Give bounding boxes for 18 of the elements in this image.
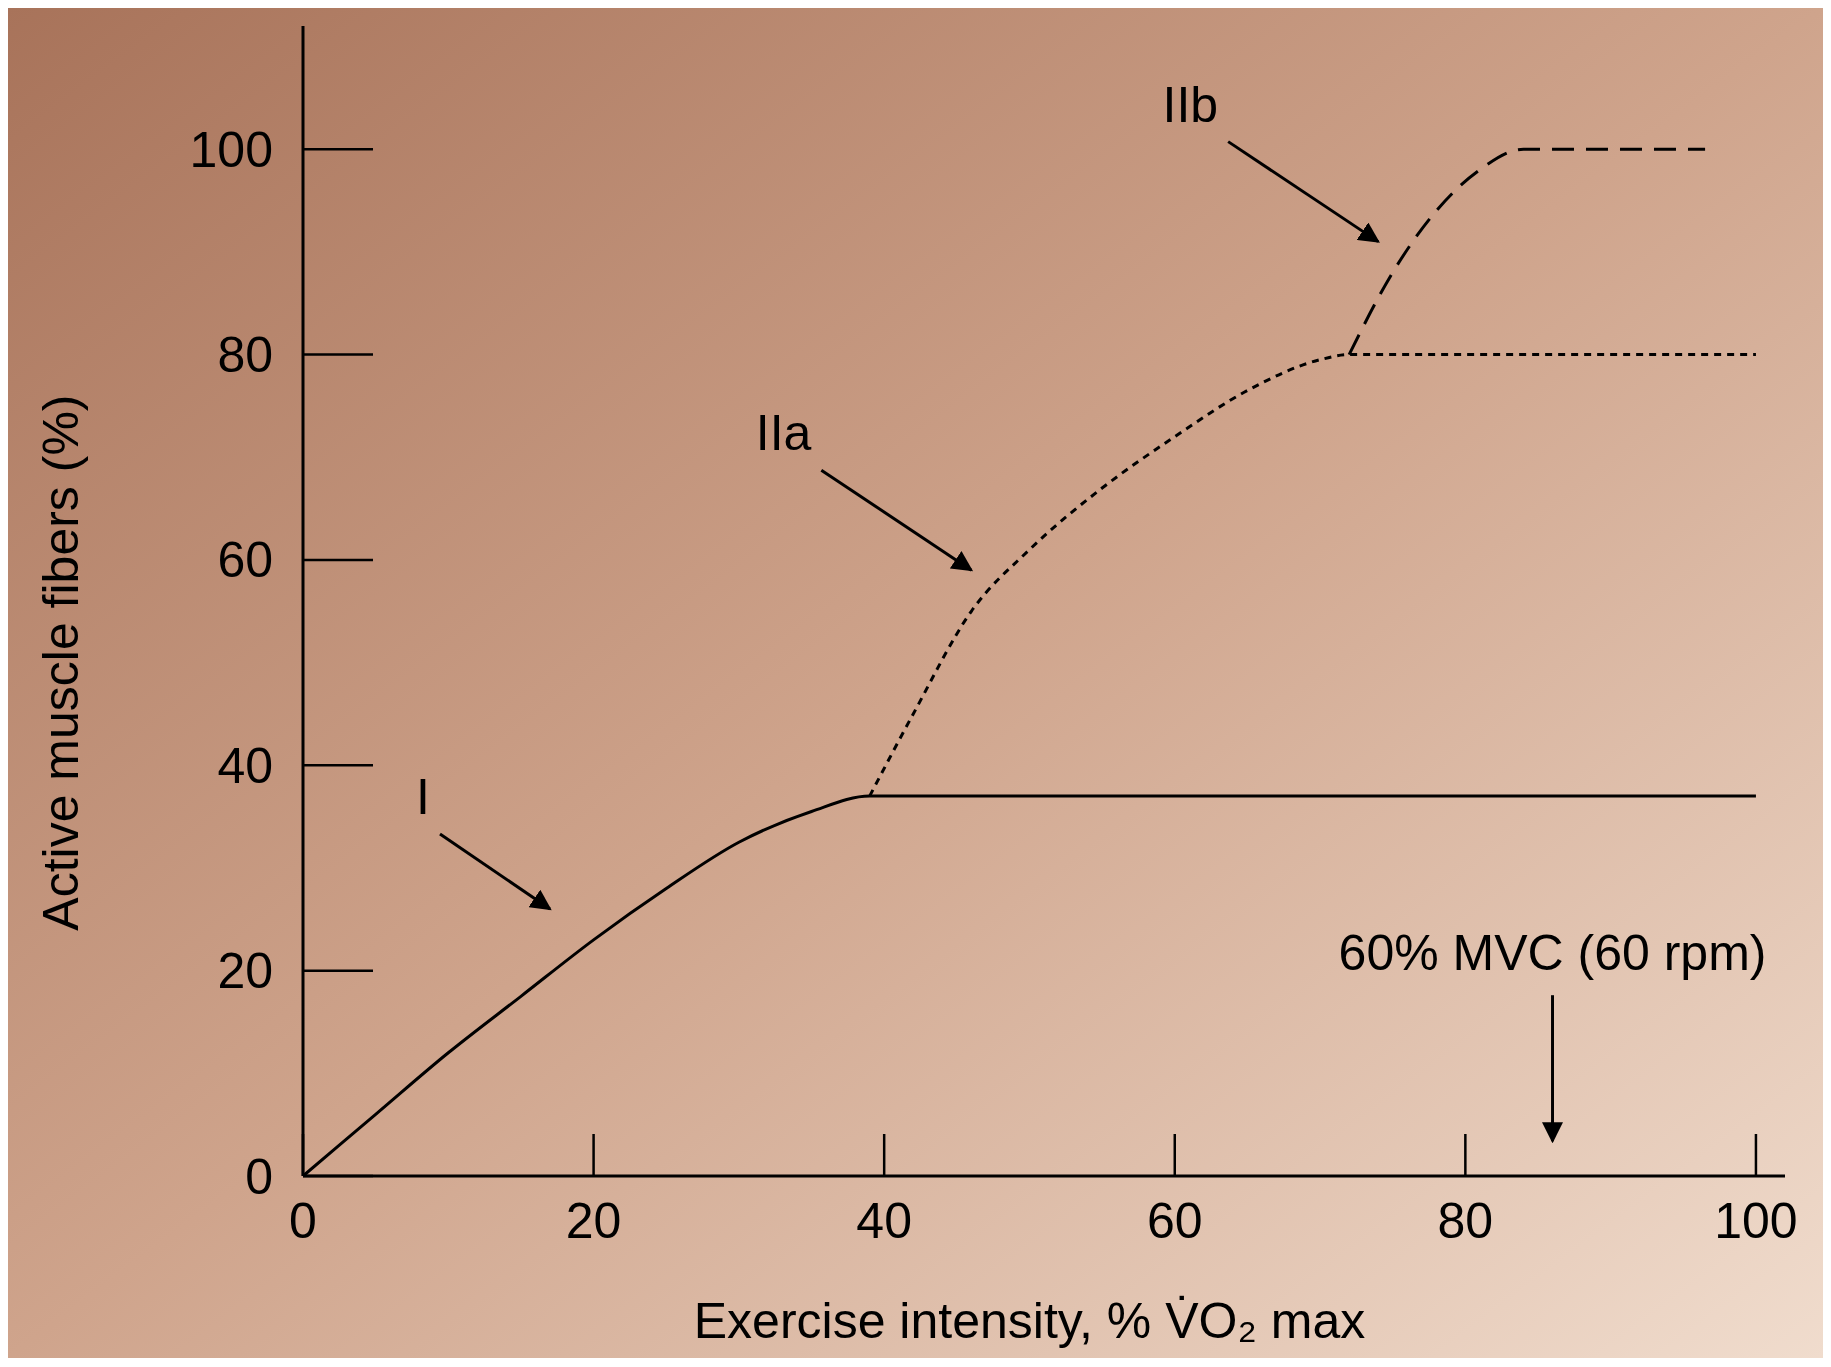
- y-tick-label: 0: [245, 1148, 273, 1205]
- y-tick-label: 60: [217, 532, 273, 589]
- y-tick-label: 100: [189, 121, 273, 178]
- x-tick-label: 80: [1437, 1193, 1494, 1249]
- annotation: IIb: [1162, 76, 1219, 133]
- x-tick-label: 60: [1146, 1193, 1203, 1249]
- y-tick-label: 40: [217, 737, 273, 794]
- annotation: IIa: [755, 405, 812, 462]
- annotation: I: [416, 769, 430, 826]
- x-axis-title: Exercise intensity, % V̇O₂ max: [693, 1293, 1366, 1349]
- x-tick-label: 40: [856, 1193, 912, 1249]
- annotation: 60% MVC (60 rpm): [1338, 925, 1767, 982]
- y-tick-label: 20: [217, 943, 273, 1000]
- y-axis-title: Active muscle fibers (%): [33, 394, 89, 931]
- y-tick-label: 80: [217, 327, 273, 384]
- x-tick-label: 20: [565, 1193, 622, 1249]
- x-tick-label: 0: [289, 1193, 317, 1249]
- x-tick-label: 100: [1714, 1193, 1798, 1249]
